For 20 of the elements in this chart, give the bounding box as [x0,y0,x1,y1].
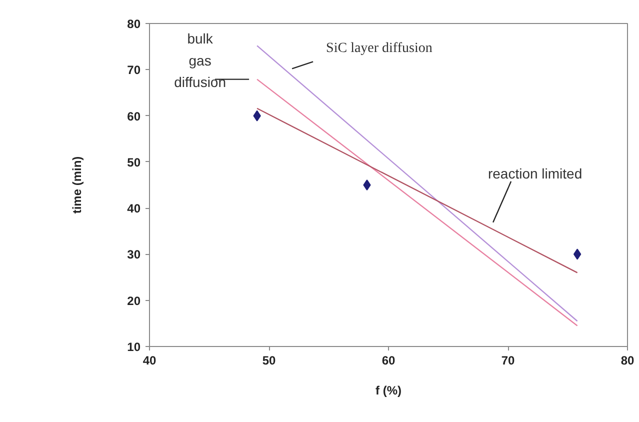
point [573,248,582,260]
y-tick-label: 70 [127,63,141,78]
y-tick-label: 20 [127,294,141,308]
y-tick-label: 40 [127,202,141,216]
x-tick-label: 40 [142,354,156,368]
y-tick-label: 10 [127,340,141,354]
y-tick-label: 80 [127,17,141,31]
y-tick-label: 30 [127,248,141,262]
text: bulk gas diffusion [174,30,226,90]
x-tick-label: 50 [262,354,276,368]
y-tick-label: 60 [127,109,141,124]
x-tick-label: 60 [382,354,396,368]
x-tick-label: 70 [501,354,515,368]
text: SiC layer diffusion [326,41,432,56]
x-axis-title: f (%) [376,384,402,398]
y-axis-title: time (min) [70,156,84,214]
y-tick-label: 50 [127,155,141,170]
point [363,180,371,190]
text: reaction limited [488,165,582,182]
x-tick-label: 80 [620,354,634,368]
